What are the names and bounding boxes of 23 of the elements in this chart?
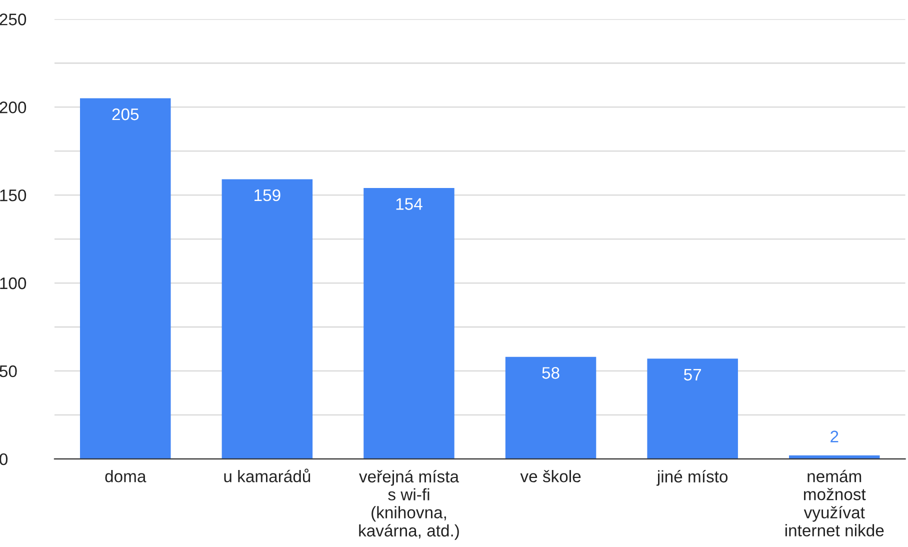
bar bbox=[647, 358, 738, 459]
bar bbox=[364, 188, 454, 459]
data-label: 159 bbox=[254, 189, 280, 202]
y-tick-label: 0 bbox=[0, 453, 8, 466]
data-label: 2 bbox=[830, 430, 838, 442]
y-tick-label: 150 bbox=[0, 189, 26, 202]
x-tick-label: nemám možnost využívat internet nikde bbox=[785, 470, 884, 536]
y-tick-label: 250 bbox=[0, 14, 26, 26]
data-label: 57 bbox=[684, 368, 702, 381]
bar bbox=[80, 98, 171, 459]
x-tick-label: jiné místo bbox=[656, 470, 728, 486]
y-tick-label: 100 bbox=[0, 277, 26, 290]
data-label: 58 bbox=[542, 367, 560, 379]
bar bbox=[505, 356, 596, 459]
data-label: 154 bbox=[396, 198, 422, 210]
x-tick-label: doma bbox=[105, 470, 146, 482]
x-tick-label: veřejná místa s wi-fi (knihovna, kavárna, atd.) bbox=[359, 470, 459, 540]
x-tick-label: ve škole bbox=[520, 470, 581, 482]
bar bbox=[222, 179, 313, 459]
data-label: 205 bbox=[112, 108, 139, 120]
y-tick-label: 50 bbox=[0, 365, 17, 378]
y-tick-label: 200 bbox=[0, 102, 26, 114]
x-tick-label: u kamarádů bbox=[224, 468, 310, 482]
